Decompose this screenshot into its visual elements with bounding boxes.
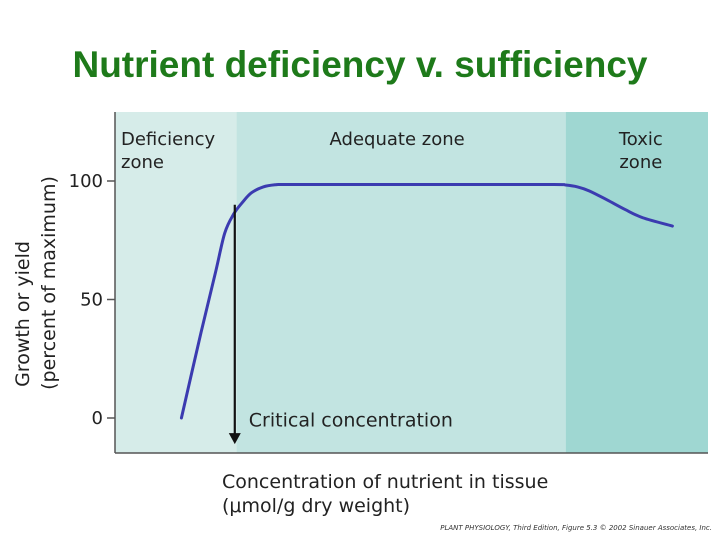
zone-sublabel-0: zone [121,152,164,173]
zone-band-2 [565,112,708,453]
y-ticks: 0 50 100 [69,171,115,429]
slide-title: Nutrient deficiency v. sufficiency [72,44,648,85]
y-tick-label-100: 100 [69,171,103,192]
zone-label-2: Toxic [618,129,663,150]
series-line-0 [179,183,674,420]
x-axis-title-line1: Concentration of nutrient in tissue [222,471,548,493]
zone-sublabel-2: zone [619,152,662,173]
axis-titles: Growth or yield (percent of maximum) Con… [12,176,548,517]
figure-credit: PLANT PHYSIOLOGY, Third Edition, Figure … [440,524,712,532]
y-axis-title-line1: Growth or yield [12,241,34,387]
y-tick-label-50: 50 [80,290,103,311]
x-axis-title-line2: (μmol/g dry weight) [222,495,410,517]
annotation-group: Critical concentration [228,204,453,445]
critical-concentration-label: Critical concentration [249,409,453,431]
y-axis-title-line2: (percent of maximum) [38,176,60,390]
zone-label-1: Adequate zone [330,129,465,150]
zone-backgrounds [115,112,708,453]
zone-label-0: Deficiency [121,129,216,150]
series-group [179,183,674,420]
axes [114,112,708,454]
y-tick-label-0: 0 [92,408,103,429]
zone-band-0 [115,112,237,453]
critical-marker-arrowhead [228,433,241,445]
zone-band-1 [236,112,566,453]
